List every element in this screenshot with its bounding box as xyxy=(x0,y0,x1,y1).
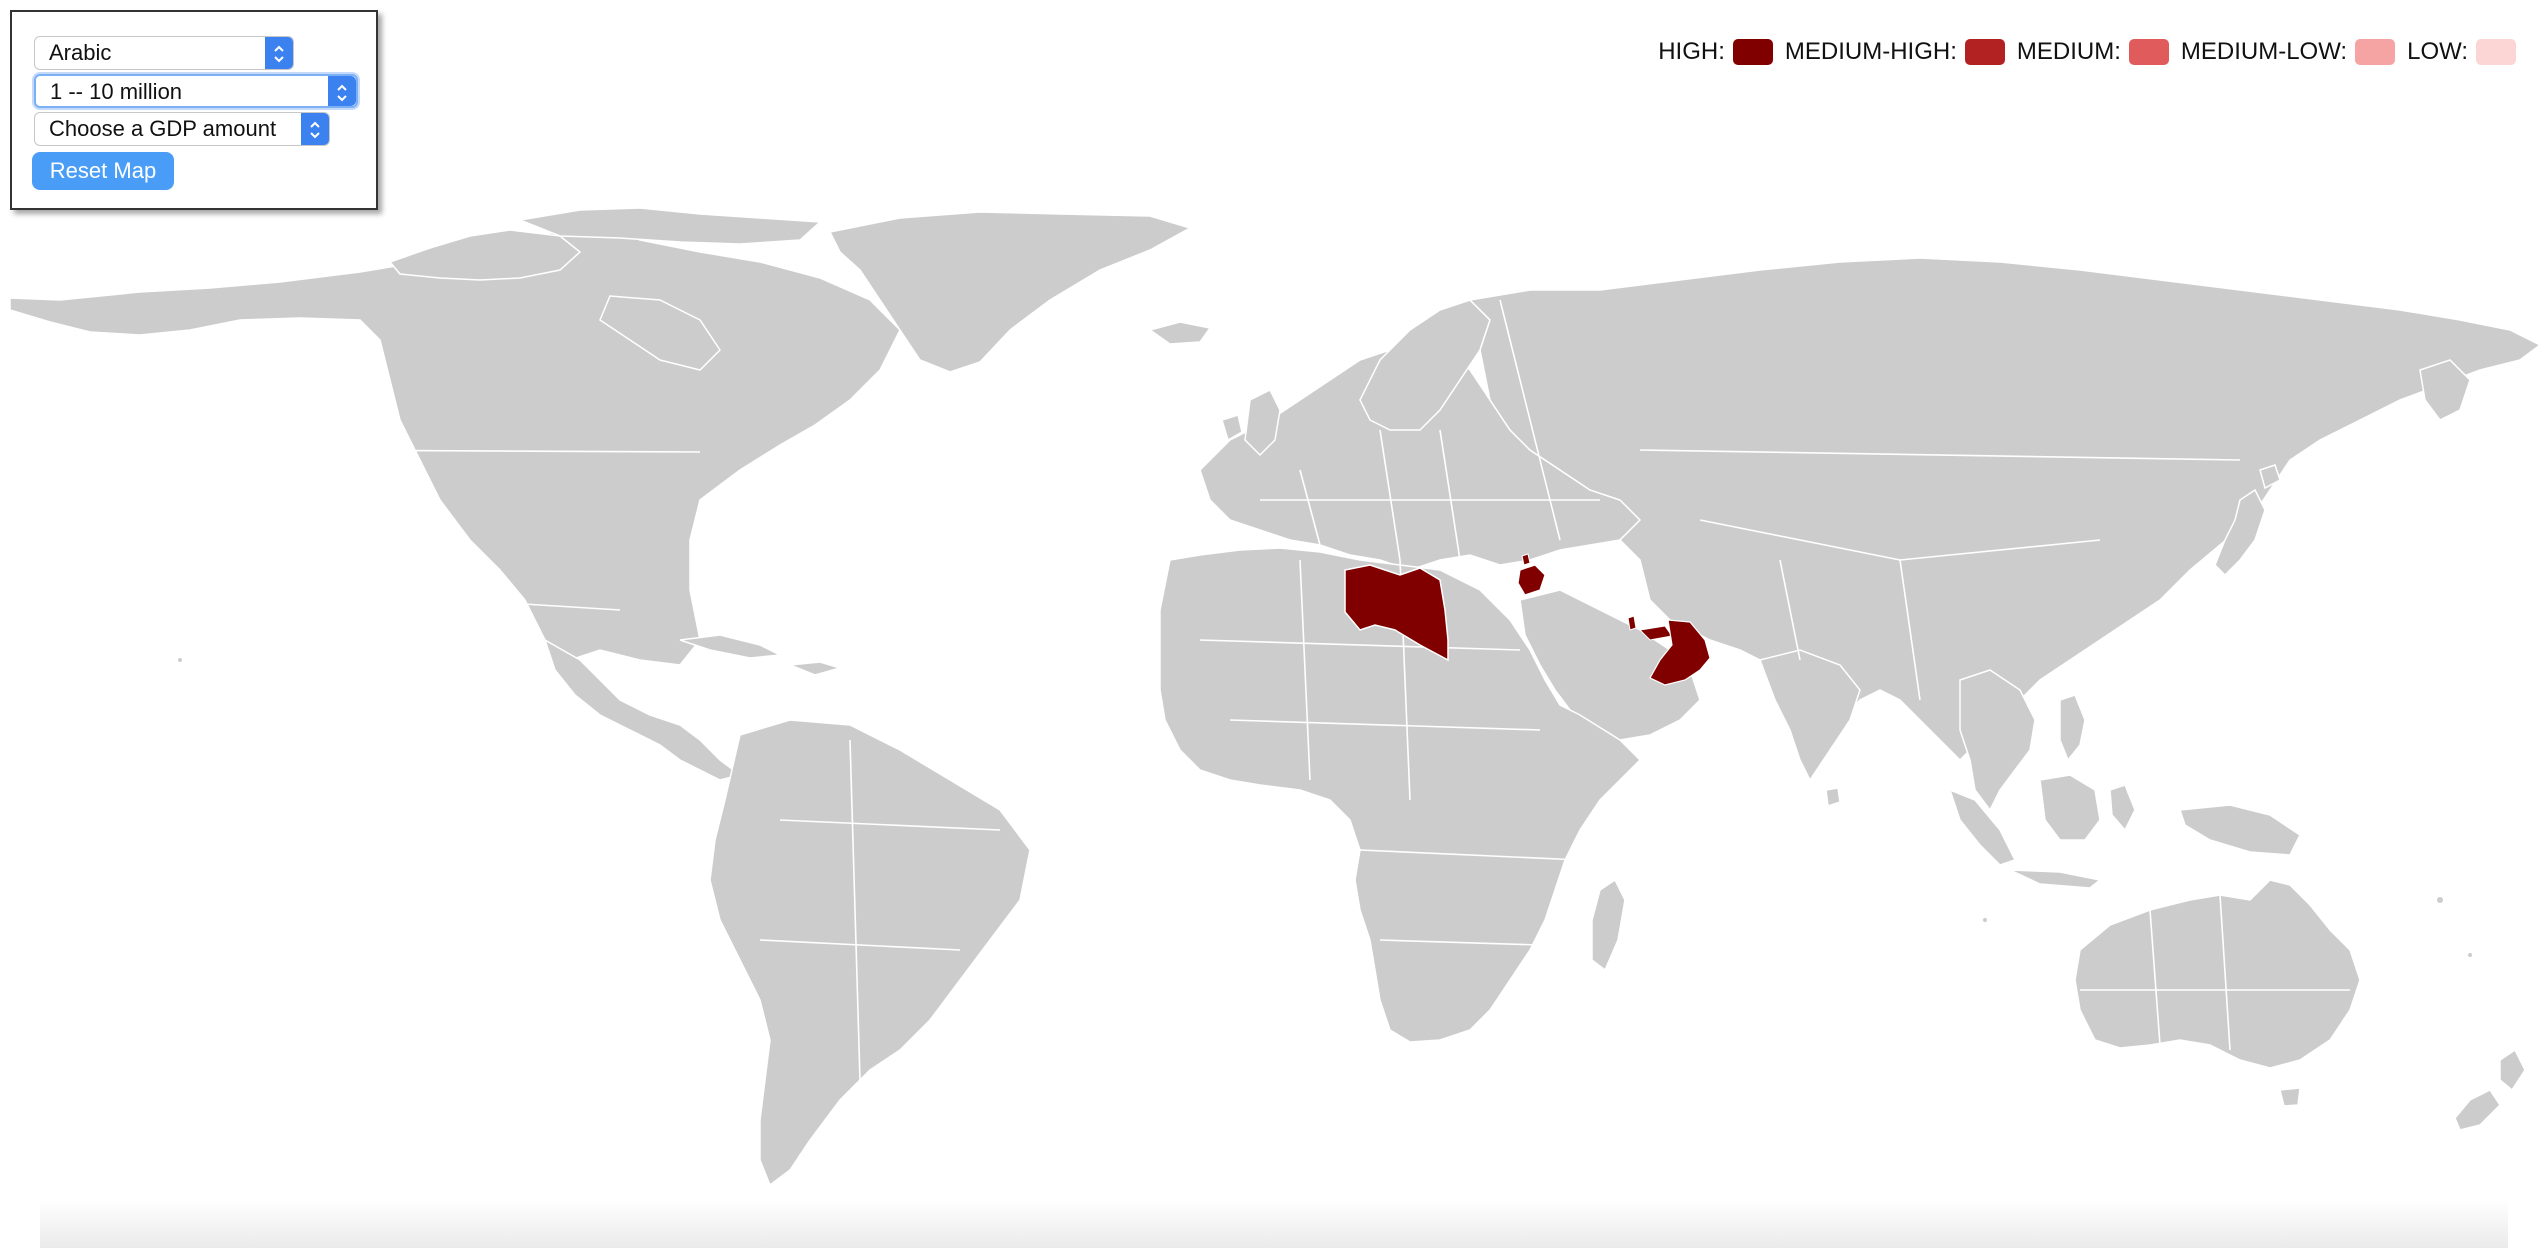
ireland[interactable] xyxy=(1221,414,1243,442)
country-borders xyxy=(279,299,2350,1081)
arabian-peninsula[interactable] xyxy=(1519,589,1701,741)
cuba[interactable] xyxy=(679,634,783,659)
country-libya[interactable] xyxy=(1344,564,1449,662)
legend-swatch xyxy=(2476,39,2516,65)
borneo[interactable] xyxy=(2039,774,2101,841)
population-select-chevron-icon xyxy=(328,76,356,106)
southeast-asia[interactable] xyxy=(1959,669,2036,812)
small-islands xyxy=(178,658,2472,957)
greenland[interactable] xyxy=(828,211,1192,373)
sri-lanka[interactable] xyxy=(1825,787,1841,808)
country-lebanon[interactable] xyxy=(1521,553,1531,566)
legend-label: MEDIUM-HIGH: xyxy=(1784,38,1957,65)
kamchatka[interactable] xyxy=(2419,359,2471,421)
legend-item-medium-high: MEDIUM-HIGH: xyxy=(1785,38,2005,66)
africa[interactable] xyxy=(1159,547,1642,1043)
gdp-select[interactable]: Choose a GDP amount xyxy=(34,112,330,146)
legend-item-medium-low: MEDIUM-LOW: xyxy=(2180,38,2396,66)
language-select[interactable]: Arabic xyxy=(34,36,294,70)
tasmania[interactable] xyxy=(2279,1087,2301,1107)
legend-label: MEDIUM: xyxy=(2016,38,2121,65)
arctic-islands-north[interactable] xyxy=(517,207,822,245)
legend-label: LOW: xyxy=(2407,38,2468,65)
reset-map-button[interactable]: Reset Map xyxy=(32,152,174,190)
australia[interactable] xyxy=(2074,879,2361,1069)
legend-label: HIGH: xyxy=(1658,38,1725,65)
landmasses xyxy=(9,207,2542,1187)
bottom-shadow xyxy=(40,1200,2508,1248)
country-qatar[interactable] xyxy=(1627,615,1637,631)
sumatra[interactable] xyxy=(1948,788,2017,866)
north-america[interactable] xyxy=(9,225,901,666)
india[interactable] xyxy=(1759,649,1861,782)
philippines[interactable] xyxy=(2059,694,2086,762)
new-guinea[interactable] xyxy=(2178,804,2301,856)
legend-item-medium: MEDIUM: xyxy=(2017,38,2169,66)
baffin-island[interactable] xyxy=(599,295,721,371)
country-jordan[interactable] xyxy=(1517,564,1546,596)
canadian-arctic-islands[interactable] xyxy=(388,229,582,281)
legend: HIGH: MEDIUM-HIGH: MEDIUM: MEDIUM-LOW: L… xyxy=(1646,38,2516,66)
control-panel: Arabic 1 -- 10 million Choose a GDP amou… xyxy=(10,10,378,210)
java[interactable] xyxy=(2009,869,2102,889)
new-zealand-north[interactable] xyxy=(2499,1048,2526,1092)
legend-label: MEDIUM-LOW: xyxy=(2180,38,2348,65)
legend-item-low: LOW: xyxy=(2407,38,2516,66)
gdp-select-value: Choose a GDP amount xyxy=(49,116,277,141)
country-oman[interactable] xyxy=(1649,619,1711,686)
hokkaido[interactable] xyxy=(2259,464,2281,490)
population-select-value: 1 -- 10 million xyxy=(50,79,183,104)
legend-swatch xyxy=(2355,39,2396,65)
japan[interactable] xyxy=(2214,488,2266,577)
new-zealand-south[interactable] xyxy=(2454,1089,2501,1131)
population-select[interactable]: 1 -- 10 million xyxy=(34,74,358,108)
legend-swatch xyxy=(1964,39,2005,65)
highlighted-countries xyxy=(1344,553,1711,686)
madagascar[interactable] xyxy=(1591,878,1626,972)
legend-swatch xyxy=(1732,39,1773,65)
legend-swatch xyxy=(2128,39,2169,65)
south-america[interactable] xyxy=(709,719,1031,1187)
gdp-select-chevron-icon xyxy=(301,113,329,145)
asia[interactable] xyxy=(1468,257,2542,762)
sulawesi[interactable] xyxy=(2109,784,2136,832)
iceland[interactable] xyxy=(1148,321,1212,345)
language-select-chevron-icon xyxy=(265,37,293,69)
hispaniola[interactable] xyxy=(789,661,843,676)
language-select-value: Arabic xyxy=(49,40,112,65)
great-britain[interactable] xyxy=(1244,388,1281,457)
legend-item-high: HIGH: xyxy=(1658,38,1773,66)
